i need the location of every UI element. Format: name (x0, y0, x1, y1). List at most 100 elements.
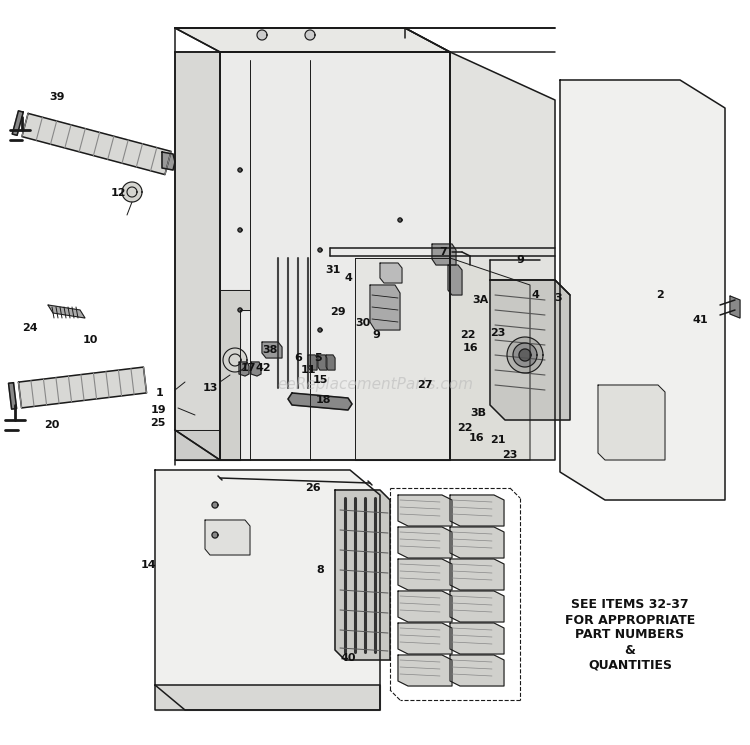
Polygon shape (212, 502, 218, 508)
Text: 18: 18 (315, 395, 331, 405)
Text: 26: 26 (305, 483, 321, 493)
Polygon shape (398, 495, 452, 526)
Polygon shape (205, 520, 250, 555)
Polygon shape (155, 470, 380, 710)
Text: 39: 39 (50, 92, 64, 102)
Text: eeReplacementParts.com: eeReplacementParts.com (277, 378, 473, 393)
Polygon shape (223, 348, 247, 372)
Polygon shape (355, 258, 450, 460)
Text: 38: 38 (262, 345, 278, 355)
Polygon shape (308, 355, 317, 370)
Polygon shape (251, 362, 261, 376)
Text: 42: 42 (255, 363, 271, 373)
Text: 2: 2 (656, 290, 664, 300)
Polygon shape (326, 355, 335, 370)
Polygon shape (450, 258, 530, 460)
Text: 5: 5 (314, 353, 322, 363)
Polygon shape (450, 623, 504, 654)
Text: 27: 27 (417, 380, 433, 390)
Polygon shape (22, 113, 171, 174)
Text: 10: 10 (82, 335, 98, 345)
Polygon shape (175, 28, 450, 52)
Polygon shape (318, 328, 322, 332)
Text: 3A: 3A (472, 295, 488, 305)
Polygon shape (450, 495, 504, 526)
Text: 25: 25 (150, 418, 166, 428)
Text: 7: 7 (440, 247, 447, 257)
Polygon shape (175, 52, 220, 460)
Polygon shape (398, 623, 452, 654)
Polygon shape (519, 349, 531, 361)
Text: 22: 22 (458, 423, 472, 433)
Polygon shape (432, 244, 456, 265)
Polygon shape (12, 111, 23, 136)
Polygon shape (490, 280, 570, 420)
Polygon shape (370, 285, 400, 330)
Polygon shape (730, 296, 740, 318)
Text: 29: 29 (330, 307, 346, 317)
Polygon shape (380, 263, 402, 283)
Polygon shape (220, 52, 450, 460)
Polygon shape (238, 308, 242, 312)
Polygon shape (450, 559, 504, 590)
Text: 21: 21 (490, 435, 506, 445)
Polygon shape (288, 393, 352, 410)
Polygon shape (318, 355, 327, 370)
Text: 8: 8 (316, 565, 324, 575)
Polygon shape (155, 685, 380, 710)
Text: 19: 19 (150, 405, 166, 415)
Polygon shape (398, 559, 452, 590)
Polygon shape (162, 152, 175, 170)
Text: 15: 15 (312, 375, 328, 385)
Text: 20: 20 (44, 420, 60, 430)
Text: 30: 30 (356, 318, 370, 328)
Text: 40: 40 (340, 653, 356, 663)
Polygon shape (122, 182, 142, 202)
Text: 1: 1 (156, 388, 164, 398)
Polygon shape (450, 527, 504, 558)
Polygon shape (448, 265, 462, 295)
Polygon shape (220, 290, 250, 460)
Text: 11: 11 (300, 365, 316, 375)
Text: 23: 23 (490, 328, 506, 338)
Text: 24: 24 (22, 323, 38, 333)
Polygon shape (598, 385, 665, 460)
Text: 3B: 3B (470, 408, 486, 418)
Polygon shape (398, 591, 452, 622)
Polygon shape (398, 527, 452, 558)
Polygon shape (398, 218, 402, 222)
Text: 4: 4 (531, 290, 539, 300)
Polygon shape (8, 383, 16, 409)
Polygon shape (305, 30, 315, 40)
Text: 16: 16 (462, 343, 478, 353)
Polygon shape (560, 80, 725, 500)
Text: 3: 3 (554, 293, 562, 303)
Polygon shape (335, 490, 390, 660)
Polygon shape (175, 430, 220, 460)
Polygon shape (238, 168, 242, 172)
Polygon shape (239, 362, 249, 376)
Polygon shape (450, 52, 555, 460)
Polygon shape (48, 305, 85, 318)
Polygon shape (212, 532, 218, 538)
Polygon shape (318, 248, 322, 252)
Text: 31: 31 (326, 265, 340, 275)
Text: SEE ITEMS 32-37
FOR APPROPRIATE
PART NUMBERS
&
QUANTITIES: SEE ITEMS 32-37 FOR APPROPRIATE PART NUM… (565, 598, 695, 671)
Text: 17: 17 (240, 363, 256, 373)
Text: 22: 22 (460, 330, 476, 340)
Text: 14: 14 (140, 560, 156, 570)
Text: 41: 41 (692, 315, 708, 325)
Text: 23: 23 (503, 450, 518, 460)
Text: 9: 9 (372, 330, 380, 340)
Polygon shape (19, 367, 146, 408)
Text: 6: 6 (294, 353, 302, 363)
Text: 13: 13 (202, 383, 217, 393)
Polygon shape (513, 343, 537, 367)
Text: 16: 16 (468, 433, 484, 443)
Polygon shape (398, 655, 452, 686)
Polygon shape (262, 342, 282, 358)
Text: 4: 4 (344, 273, 352, 283)
Polygon shape (450, 591, 504, 622)
Polygon shape (507, 337, 543, 373)
Text: 12: 12 (110, 188, 126, 198)
